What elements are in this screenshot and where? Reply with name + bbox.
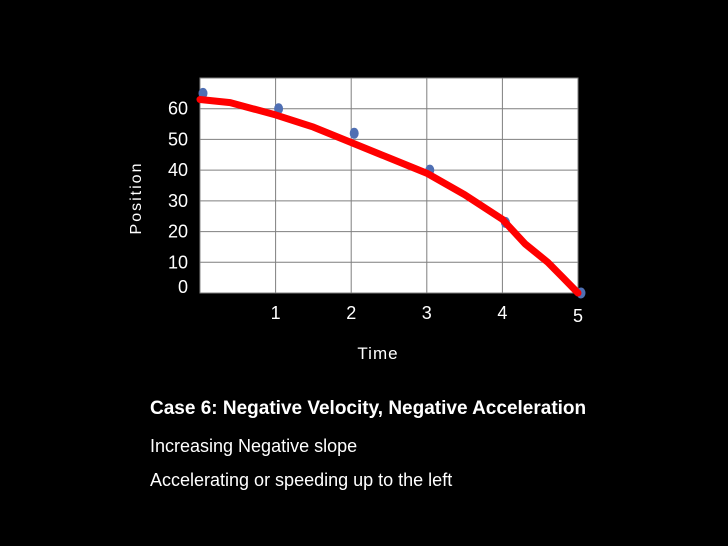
y-tick-label: 50 <box>168 129 188 149</box>
y-tick-label: 30 <box>168 191 188 211</box>
trend-line <box>196 96 582 297</box>
x-tick-label: 4 <box>497 303 507 323</box>
position-time-chart: 0 10 20 30 40 50 60 1 2 3 4 5 Position Time <box>128 77 586 363</box>
case-title: Case 6: Negative Velocity, Negative Acce… <box>150 398 587 419</box>
x-tick-labels: 1 2 3 4 5 <box>271 303 583 326</box>
description-line-2: Accelerating or speeding up to the left <box>150 470 453 490</box>
y-tick-label: 0 <box>178 277 188 297</box>
y-tick-label: 60 <box>168 99 188 119</box>
x-tick-label: 2 <box>346 303 356 323</box>
y-tick-label: 10 <box>168 252 188 272</box>
x-tick-label: 1 <box>271 303 281 323</box>
series-layer <box>196 87 586 299</box>
x-axis-label: Time <box>357 344 398 363</box>
y-tick-labels: 0 10 20 30 40 50 60 <box>168 99 188 297</box>
data-point <box>274 103 284 115</box>
x-tick-label: 5 <box>573 306 583 326</box>
y-tick-label: 40 <box>168 160 188 180</box>
x-tick-label: 3 <box>422 303 432 323</box>
description-line-1: Increasing Negative slope <box>150 436 358 456</box>
data-point <box>349 127 359 139</box>
y-axis-label: Position <box>128 162 145 235</box>
y-tick-label: 20 <box>168 222 188 242</box>
